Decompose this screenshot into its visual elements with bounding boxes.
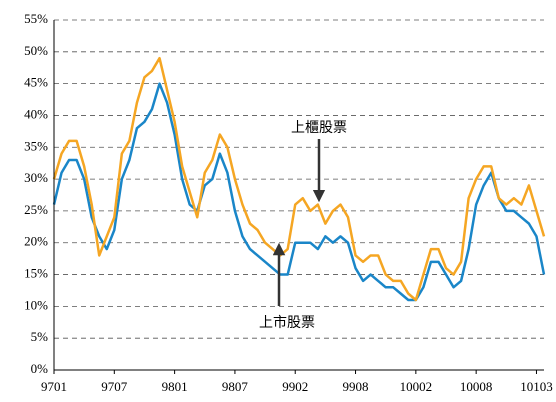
y-tick-label: 30% (24, 170, 48, 185)
y-tick-label: 35% (24, 138, 48, 153)
x-tick-label: 9902 (282, 379, 308, 394)
y-tick-label: 55% (24, 11, 48, 26)
series-line (52, 56, 546, 302)
y-tick-label: 50% (24, 43, 48, 58)
y-tick-label: 0% (31, 361, 49, 376)
x-tick-label: 9908 (343, 379, 369, 394)
lines (52, 56, 546, 302)
x-tick-label: 10103 (520, 379, 553, 394)
x-tick-label: 9707 (101, 379, 128, 394)
y-tick-label: 45% (24, 75, 48, 90)
series-line (52, 82, 546, 302)
x-tick-label: 9807 (222, 379, 249, 394)
grid (54, 19, 544, 339)
x-tick-label: 9701 (41, 379, 67, 394)
y-tick-label: 25% (24, 202, 48, 217)
annotation: 上櫃股票 (291, 120, 347, 136)
annotation: 上市股票 (259, 314, 315, 331)
x-tick-label: 10002 (400, 379, 433, 394)
y-tick-label: 10% (24, 297, 48, 312)
y-tick-label: 40% (24, 106, 48, 121)
y-tick-label: 15% (24, 266, 48, 281)
y-tick-label: 20% (24, 234, 48, 249)
x-tick-label: 10008 (460, 379, 493, 394)
x-tick-label: 9801 (162, 379, 188, 394)
y-tick-label: 5% (31, 329, 49, 344)
